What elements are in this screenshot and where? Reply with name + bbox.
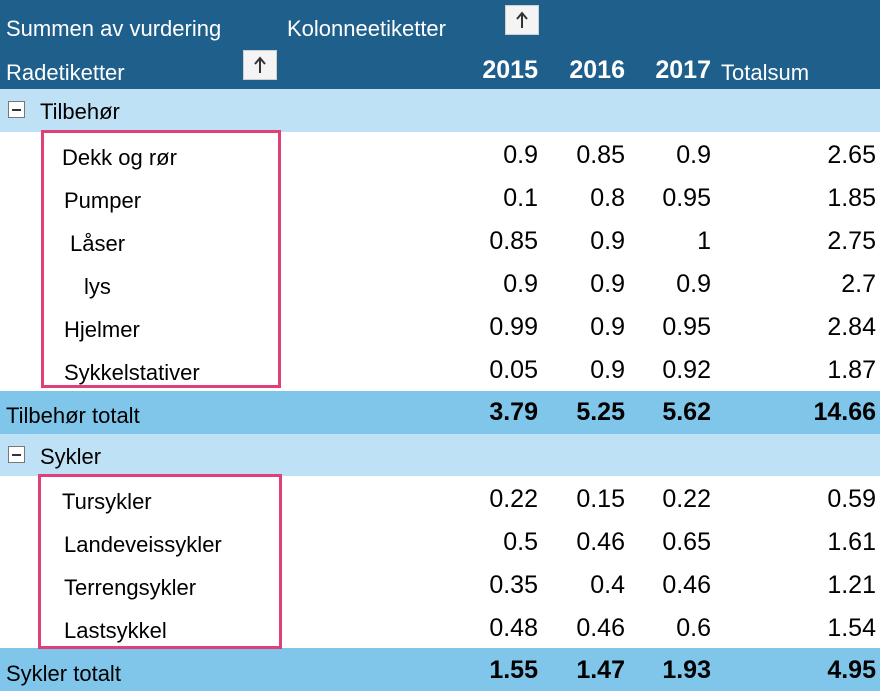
column-sort-button[interactable] [505,5,539,35]
value-cell: 0.46 [576,528,625,556]
row-label: Låser [70,231,126,256]
value-cell: 0.8 [590,184,625,212]
value-cell: 0.46 [662,571,711,599]
year-header-2015: 2015 [482,56,538,84]
row-total-cell: 1.21 [827,571,876,599]
value-cell: 0.65 [662,528,711,556]
group-row-sykler: Sykler [0,434,880,476]
subtotal-cell: 5.25 [576,398,625,426]
value-cell: 0.92 [662,356,711,384]
collapse-button[interactable] [8,101,25,118]
row-total-cell: 2.65 [827,141,876,169]
value-cell: 0.22 [662,485,711,513]
value-cell: 0.9 [590,313,625,341]
column-labels-header[interactable]: Kolonneetiketter [287,16,446,41]
row-label: Sykkelstativer [64,360,200,385]
table-row[interactable]: lys 0.9 0.9 0.9 2.7 [0,262,880,305]
subtotal-cell: 5.62 [662,398,711,426]
value-cell: 0.95 [662,313,711,341]
year-header-2017: 2017 [655,56,711,84]
row-label: Hjelmer [64,317,140,342]
subtotal-cell: 1.55 [489,656,538,684]
table-row[interactable]: Dekk og rør 0.9 0.85 0.9 2.65 [0,133,880,176]
row-total-cell: 1.61 [827,528,876,556]
value-cell: 0.85 [489,227,538,255]
row-sort-button[interactable] [243,50,277,80]
value-cell: 0.9 [590,270,625,298]
value-cell: 0.4 [590,571,625,599]
value-cell: 0.05 [489,356,538,384]
row-total-cell: 2.84 [827,313,876,341]
row-label: lys [84,274,111,299]
subtotal-label: Sykler totalt [6,661,121,686]
collapse-button[interactable] [8,446,25,463]
table-row[interactable]: Sykkelstativer 0.05 0.9 0.92 1.87 [0,348,880,391]
table-row[interactable]: Pumper 0.1 0.8 0.95 1.85 [0,176,880,219]
subtotal-grand-cell: 14.66 [813,398,876,426]
group-label: Sykler [40,444,102,469]
subtotal-cell: 1.93 [662,656,711,684]
collapse-minus-icon [12,453,21,456]
value-cell: 0.48 [489,614,538,642]
sort-ascending-icon [516,11,528,28]
row-label: Dekk og rør [62,145,177,170]
value-cell: 1 [697,227,711,255]
row-total-cell: 2.7 [841,270,876,298]
value-cell: 0.46 [576,614,625,642]
value-cell: 0.9 [503,270,538,298]
value-cell: 0.35 [489,571,538,599]
value-field-label[interactable]: Summen av vurdering [6,16,222,41]
value-cell: 0.1 [503,184,538,212]
grand-total-header: Totalsum [721,60,810,85]
row-label: Tursykler [62,489,152,514]
collapse-minus-icon [12,108,21,111]
value-cell: 0.9 [590,227,625,255]
row-label: Landeveissykler [64,532,222,557]
subtotal-row-tilbehor[interactable]: Tilbehør totalt 3.79 5.25 5.62 14.66 [0,391,880,434]
group-row-tilbehor: Tilbehør [0,89,880,132]
value-cell: 0.9 [676,141,711,169]
row-total-cell: 1.54 [827,614,876,642]
row-labels-header[interactable]: Radetiketter [6,60,125,85]
subtotal-label: Tilbehør totalt [6,403,140,428]
value-cell: 0.22 [489,485,538,513]
value-cell: 0.99 [489,313,538,341]
value-cell: 0.9 [503,141,538,169]
table-row[interactable]: Låser 0.85 0.9 1 2.75 [0,219,880,262]
table-row[interactable]: Landeveissykler 0.5 0.46 0.65 1.61 [0,520,880,563]
row-total-cell: 1.87 [827,356,876,384]
value-cell: 0.6 [676,614,711,642]
row-label: Lastsykkel [64,618,167,643]
table-row[interactable]: Terrengsykler 0.35 0.4 0.46 1.21 [0,563,880,606]
value-cell: 0.9 [676,270,711,298]
group-label: Tilbehør [40,99,120,124]
year-header-2016: 2016 [569,56,625,84]
subtotal-cell: 3.79 [489,398,538,426]
subtotal-grand-cell: 4.95 [827,656,876,684]
value-cell: 0.95 [662,184,711,212]
row-label: Pumper [64,188,142,213]
value-cell: 0.5 [503,528,538,556]
pivot-header: Summen av vurdering Kolonneetiketter Rad… [0,0,880,89]
subtotal-row-sykler[interactable]: Sykler totalt 1.55 1.47 1.93 4.95 [0,648,880,691]
value-cell: 0.15 [576,485,625,513]
value-cell: 0.85 [576,141,625,169]
subtotal-cell: 1.47 [576,656,625,684]
row-label: Terrengsykler [64,575,197,600]
table-row[interactable]: Tursykler 0.22 0.15 0.22 0.59 [0,477,880,520]
value-cell: 0.9 [590,356,625,384]
table-row[interactable]: Lastsykkel 0.48 0.46 0.6 1.54 [0,606,880,648]
row-total-cell: 1.85 [827,184,876,212]
row-total-cell: 0.59 [827,485,876,513]
sort-ascending-icon [254,56,266,73]
row-total-cell: 2.75 [827,227,876,255]
table-row[interactable]: Hjelmer 0.99 0.9 0.95 2.84 [0,305,880,348]
